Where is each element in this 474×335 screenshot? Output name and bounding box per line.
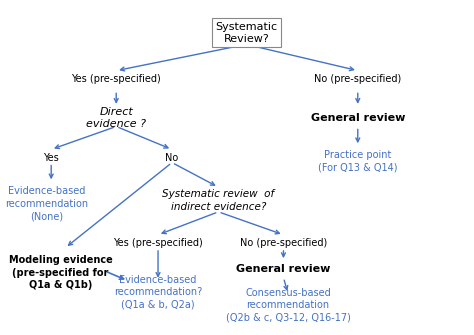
Text: Yes (pre-specified): Yes (pre-specified) [113, 238, 203, 248]
Text: General review: General review [310, 113, 405, 123]
Text: Systematic
Review?: Systematic Review? [215, 22, 277, 44]
Text: Evidence-based
recommendation
(None): Evidence-based recommendation (None) [5, 186, 88, 221]
Text: Consensus-based
recommendation
(Q2b & c, Q3-12, Q16-17): Consensus-based recommendation (Q2b & c,… [226, 288, 351, 323]
Text: Modeling evidence
(pre-specified for
Q1a & Q1b): Modeling evidence (pre-specified for Q1a… [9, 255, 112, 290]
Text: No (pre-specified): No (pre-specified) [240, 238, 327, 248]
Text: Direct
evidence ?: Direct evidence ? [86, 107, 146, 129]
Text: Practice point
(For Q13 & Q14): Practice point (For Q13 & Q14) [318, 150, 398, 172]
Text: No: No [165, 153, 179, 163]
Text: Yes (pre-specified): Yes (pre-specified) [72, 74, 161, 84]
Text: Evidence-based
recommendation?
(Q1a & b, Q2a): Evidence-based recommendation? (Q1a & b,… [114, 275, 202, 310]
Text: Yes: Yes [43, 153, 59, 163]
Text: Systematic review  of
indirect evidence?: Systematic review of indirect evidence? [163, 189, 274, 211]
Text: General review: General review [236, 264, 331, 274]
Text: No (pre-specified): No (pre-specified) [314, 74, 401, 84]
